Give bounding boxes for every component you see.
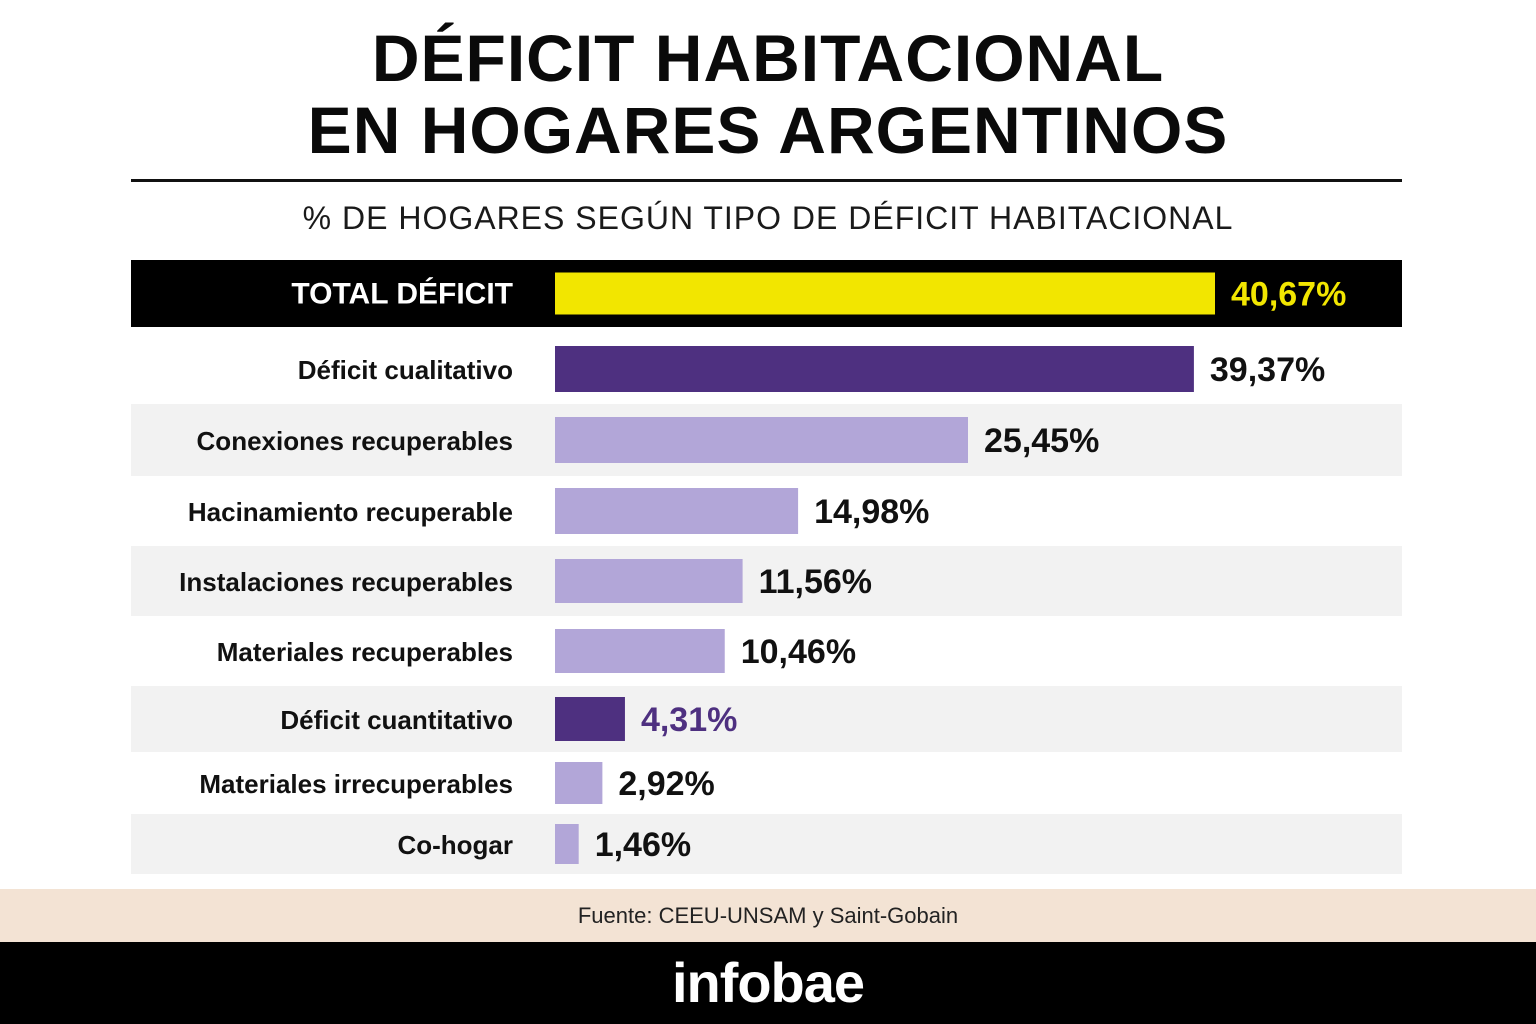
title-line-2: EN HOGARES ARGENTINOS: [307, 93, 1229, 167]
source-band: [0, 889, 1536, 942]
value-label: 25,45%: [984, 422, 1099, 460]
value-label: 10,46%: [741, 633, 856, 671]
category-label: Déficit cuantitativo: [280, 705, 513, 735]
row-background: [131, 814, 1402, 874]
title-divider: [131, 179, 1402, 182]
bar: [555, 417, 969, 463]
category-label: Materiales recuperables: [217, 637, 513, 667]
bar: [555, 559, 743, 603]
category-label: TOTAL DÉFICIT: [291, 277, 513, 311]
bar: [555, 762, 603, 804]
infobae-logo: infobae: [671, 951, 865, 1014]
value-label: 39,37%: [1210, 351, 1325, 389]
value-label: 4,31%: [641, 701, 737, 739]
row-background: [131, 686, 1402, 752]
category-label: Conexiones recuperables: [197, 426, 513, 456]
chart-subtitle: % DE HOGARES SEGÚN TIPO DE DÉFICIT HABIT…: [302, 200, 1234, 236]
chart-title: DÉFICIT HABITACIONAL EN HOGARES ARGENTIN…: [0, 22, 1536, 166]
category-label: Co-hogar: [397, 830, 513, 860]
bar: [555, 488, 799, 534]
category-label: Hacinamiento recuperable: [188, 497, 513, 527]
value-label: 40,67%: [1231, 276, 1346, 314]
footer-bar: [0, 942, 1536, 1024]
row-background: [131, 546, 1402, 616]
bar: [555, 824, 579, 864]
bar: [555, 346, 1194, 392]
bar: [555, 272, 1215, 315]
value-label: 2,92%: [618, 765, 714, 803]
category-label: Déficit cualitativo: [298, 355, 513, 385]
category-label: Instalaciones recuperables: [179, 567, 513, 597]
title-line-1: DÉFICIT HABITACIONAL: [371, 21, 1165, 95]
value-label: 11,56%: [759, 563, 872, 601]
bar: [555, 629, 725, 673]
value-label: 1,46%: [595, 826, 691, 864]
bar: [555, 697, 625, 741]
source-note: Fuente: CEEU-UNSAM y Saint-Gobain: [577, 903, 959, 928]
category-label: Materiales irrecuperables: [199, 769, 513, 799]
value-label: 14,98%: [814, 493, 929, 531]
